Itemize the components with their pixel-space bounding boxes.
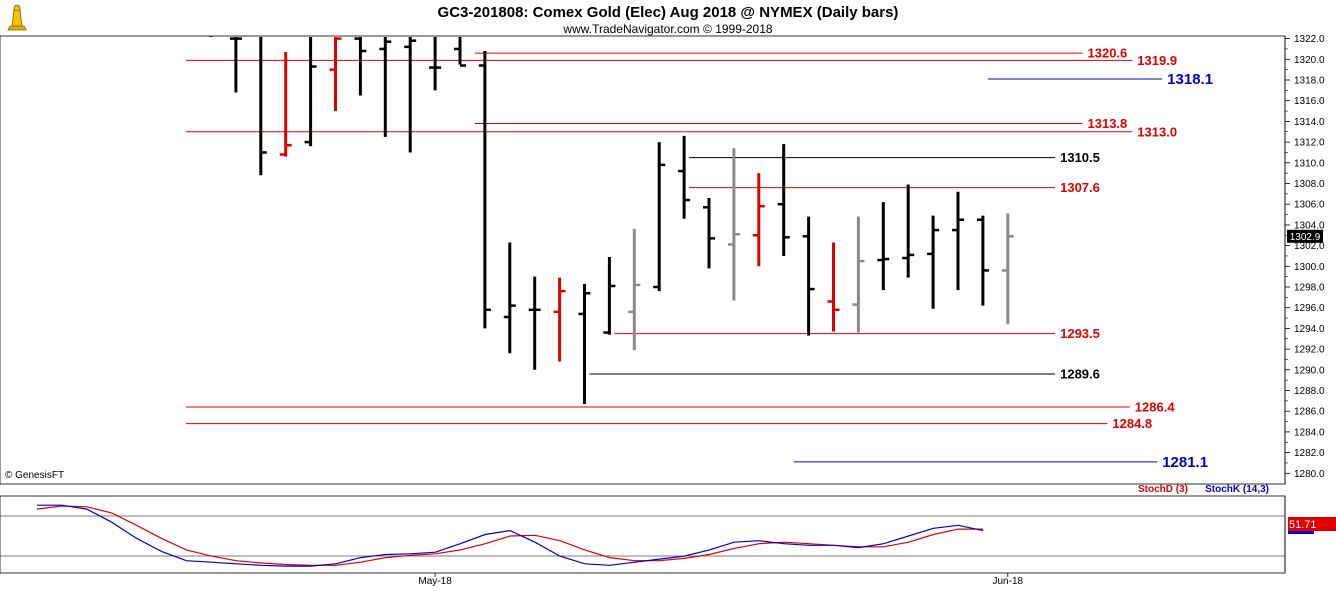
level-label: 1313.0 xyxy=(1137,124,1177,139)
y-tick-label: 1298.0 xyxy=(1294,283,1325,294)
y-tick-label: 1312.0 xyxy=(1294,138,1325,149)
stoch-value-marker: 51.71 xyxy=(1288,517,1336,534)
current-price-label: 1302.9 xyxy=(1290,232,1321,243)
y-tick-label: 1304.0 xyxy=(1294,220,1325,231)
price-axis: 1280.0 1282.0 1284.0 1286.0 1288.0 1290.0 1292… xyxy=(1285,34,1325,480)
ohlc-bar xyxy=(603,256,616,335)
y-tick-label: 1296.0 xyxy=(1294,303,1325,314)
genesis-logo-icon[interactable] xyxy=(2,2,34,34)
ohlc-bar xyxy=(454,37,466,67)
ohlc-bar xyxy=(578,283,591,404)
y-tick-label: 1294.0 xyxy=(1294,324,1325,335)
level-label: 1307.6 xyxy=(1060,180,1100,195)
ohlc-bar xyxy=(379,37,392,137)
ohlc-bar xyxy=(329,37,342,112)
ohlc-bar xyxy=(259,37,267,176)
y-tick-label: 1306.0 xyxy=(1294,200,1325,211)
ohlc-bar xyxy=(354,37,367,96)
level-label: 1320.6 xyxy=(1088,46,1128,61)
y-tick-label: 1322.0 xyxy=(1294,34,1325,45)
ohlc-bar xyxy=(727,148,740,301)
y-tick-label: 1310.0 xyxy=(1294,158,1325,169)
ohlc-bar xyxy=(752,173,765,267)
ohlc-bar xyxy=(927,215,940,309)
ohlc-bar xyxy=(429,37,442,91)
watermark: © GenesisFT xyxy=(5,470,64,481)
level-label: 1289.6 xyxy=(1060,366,1100,381)
y-tick-label: 1314.0 xyxy=(1294,117,1325,128)
chart-subtitle: www.TradeNavigator.com © 1999-2018 xyxy=(562,22,772,36)
level-lines: 1320.6 1319.9 1318.1 1313.8 1313.0 1310.5 1307… xyxy=(186,46,1213,471)
y-tick-label: 1302.0 xyxy=(1294,241,1325,252)
ohlc-bar xyxy=(852,216,865,333)
level-label: 1284.8 xyxy=(1112,416,1152,431)
y-tick-label: 1318.0 xyxy=(1294,76,1325,87)
x-tick-label: Jun-18 xyxy=(993,576,1024,587)
ohlc-bar xyxy=(827,242,840,332)
ohlc-bar xyxy=(976,215,989,306)
level-label: 1313.8 xyxy=(1088,116,1128,131)
y-tick-label: 1320.0 xyxy=(1294,55,1325,66)
ohlc-bar xyxy=(553,277,566,362)
ohlc-bar xyxy=(703,197,715,269)
y-tick-label: 1286.0 xyxy=(1294,407,1325,418)
ohlc-bar xyxy=(478,51,491,329)
stochd-line xyxy=(36,505,984,566)
ohlc-bar xyxy=(1001,213,1014,325)
price-panel xyxy=(0,35,1286,485)
y-tick-label: 1292.0 xyxy=(1294,345,1325,356)
ohlc-bar xyxy=(802,216,815,336)
y-tick-label: 1284.0 xyxy=(1294,427,1325,438)
ohlc-bar xyxy=(229,37,242,93)
ohlc-bar xyxy=(279,52,292,157)
ohlc-bar xyxy=(653,142,666,292)
stochd-legend: StochD (3) xyxy=(1138,484,1188,495)
ohlc-bar xyxy=(528,276,541,370)
level-label: 1319.9 xyxy=(1137,53,1177,68)
chart-title: GC3-201808: Comex Gold (Elec) Aug 2018 @… xyxy=(438,4,899,21)
ohlc-bar xyxy=(628,229,641,351)
level-label: 1318.1 xyxy=(1167,71,1213,88)
x-tick-label: May-18 xyxy=(418,576,452,587)
y-tick-label: 1288.0 xyxy=(1294,386,1325,397)
level-label: 1310.5 xyxy=(1060,150,1100,165)
date-axis: May-18 Jun-18 xyxy=(418,573,1024,587)
level-label: 1286.4 xyxy=(1135,400,1176,415)
level-label: 1293.5 xyxy=(1060,326,1100,341)
ohlc-bar xyxy=(503,242,516,354)
ohlc-bar xyxy=(877,202,890,291)
y-tick-label: 1282.0 xyxy=(1294,448,1325,459)
ohlc-bar xyxy=(678,135,691,219)
ohlc-bar xyxy=(902,184,915,278)
ohlc-bar xyxy=(304,37,317,147)
y-tick-label: 1300.0 xyxy=(1294,262,1325,273)
stoch-value-label: 51.71 xyxy=(1289,519,1317,531)
ohlc-bar xyxy=(952,191,964,291)
y-tick-label: 1308.0 xyxy=(1294,179,1325,190)
y-tick-label: 1280.0 xyxy=(1294,469,1325,480)
current-price-marker: 1302.9 xyxy=(1287,229,1323,243)
price-bars xyxy=(209,36,1014,404)
y-tick-label: 1290.0 xyxy=(1294,365,1325,376)
stochk-line xyxy=(37,504,984,567)
level-label: 1281.1 xyxy=(1162,454,1208,471)
ohlc-bar xyxy=(777,144,790,256)
y-tick-label: 1316.0 xyxy=(1294,96,1325,107)
ohlc-bar xyxy=(404,37,417,153)
stochk-legend: StochK (14,3) xyxy=(1205,484,1269,495)
